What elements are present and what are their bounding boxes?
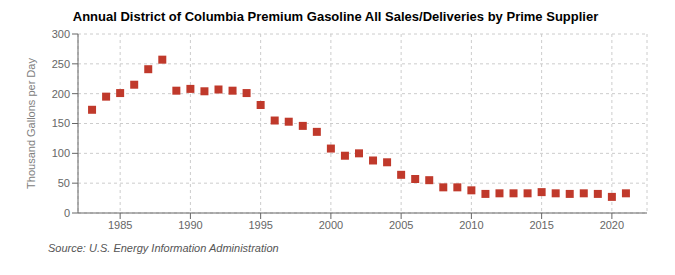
svg-text:250: 250 xyxy=(52,58,70,70)
svg-text:Thousand Gallons per Day: Thousand Gallons per Day xyxy=(25,58,37,189)
html-text:Annual District of Columbia Pr: Annual District of Columbia Premium Gaso… xyxy=(72,9,599,24)
svg-text:2020: 2020 xyxy=(600,219,624,231)
svg-text:0: 0 xyxy=(64,207,70,219)
html-text:Source: U.S. Energy Informatio: Source: U.S. Energy Information Administ… xyxy=(48,242,279,254)
svg-text:300: 300 xyxy=(52,28,70,40)
svg-text:2010: 2010 xyxy=(459,219,483,231)
svg-text:1990: 1990 xyxy=(178,219,202,231)
svg-text:1995: 1995 xyxy=(248,219,272,231)
svg-text:2005: 2005 xyxy=(389,219,413,231)
svg-text:50: 50 xyxy=(58,177,70,189)
svg-text:150: 150 xyxy=(52,117,70,129)
svg-text:200: 200 xyxy=(52,88,70,100)
svg-text:2000: 2000 xyxy=(319,219,343,231)
svg-text:100: 100 xyxy=(52,147,70,159)
svg-text:1985: 1985 xyxy=(108,219,132,231)
svg-text:2015: 2015 xyxy=(529,219,553,231)
